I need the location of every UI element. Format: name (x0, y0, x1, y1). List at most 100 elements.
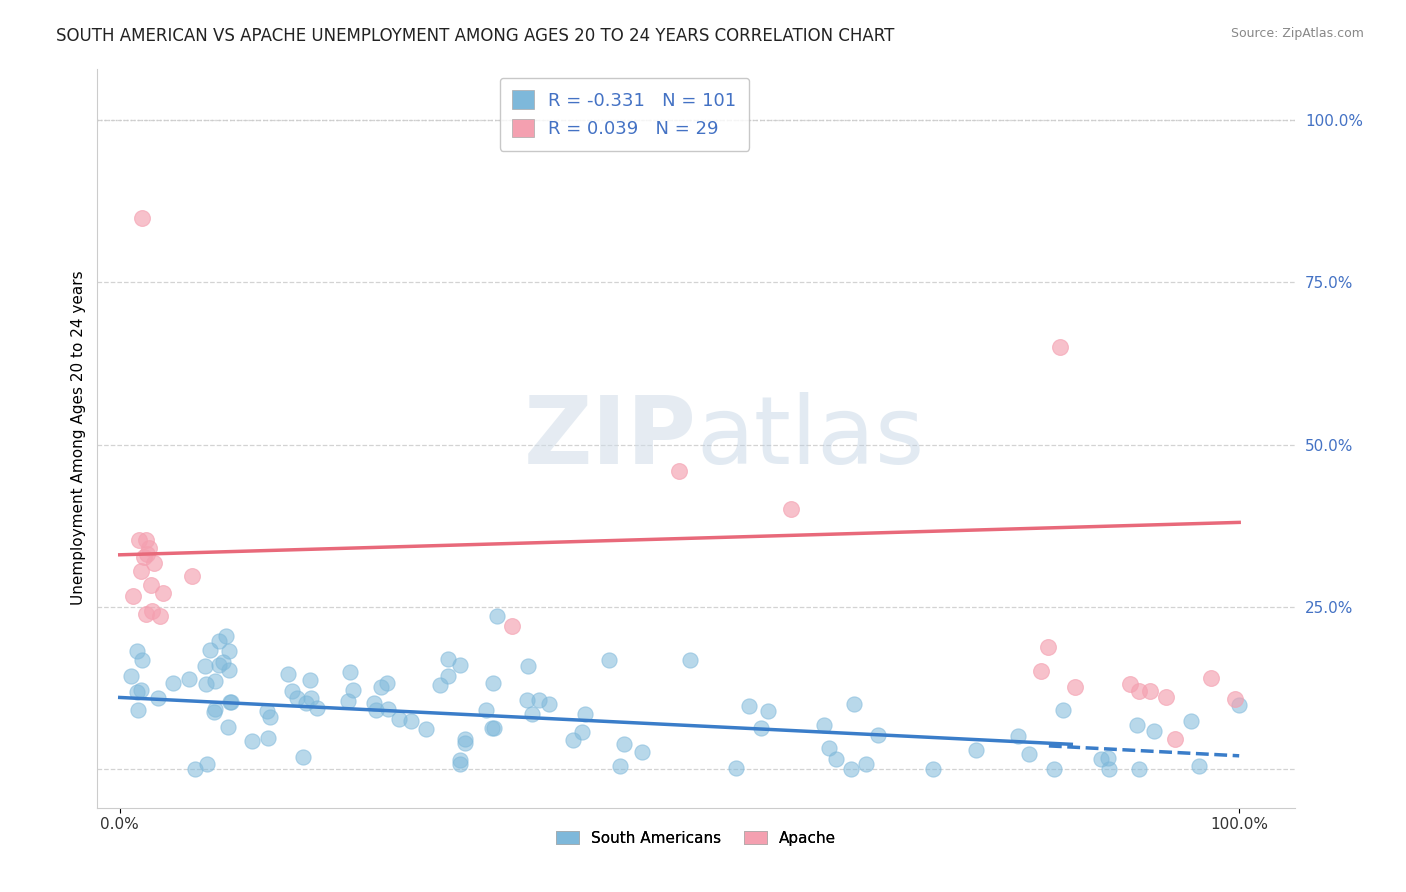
Point (485, 608, 508, 623)
Point (481, 721, 503, 735)
Point (437, 669, 460, 683)
Point (152, 585, 174, 599)
Point (501, 619, 523, 633)
Text: Source: ZipAtlas.com: Source: ZipAtlas.com (1230, 27, 1364, 40)
Point (299, 690, 322, 705)
Point (1128, 684, 1150, 698)
Point (179, 672, 201, 686)
Point (375, 675, 398, 690)
Point (725, 761, 748, 775)
Point (866, 727, 889, 741)
Point (1119, 677, 1142, 691)
Point (1125, 718, 1147, 732)
Point (305, 700, 328, 714)
Point (181, 569, 204, 583)
Point (1029, 664, 1052, 678)
Point (277, 667, 299, 681)
Y-axis label: Unemployment Among Ages 20 to 24 years: Unemployment Among Ages 20 to 24 years (72, 271, 86, 606)
Point (631, 745, 654, 759)
Point (1042, 762, 1064, 776)
Point (780, 502, 803, 516)
Point (146, 690, 169, 705)
Point (449, 658, 471, 673)
Text: ZIP: ZIP (523, 392, 696, 484)
Point (1128, 762, 1150, 776)
Point (561, 733, 583, 747)
Point (1052, 703, 1074, 717)
Point (609, 758, 631, 772)
Point (195, 756, 218, 771)
Point (129, 682, 152, 697)
Point (135, 533, 157, 548)
Point (208, 634, 231, 648)
Point (818, 740, 841, 755)
Point (813, 718, 835, 732)
Point (484, 721, 506, 735)
Point (122, 589, 145, 603)
Point (129, 564, 152, 578)
Point (1225, 691, 1247, 706)
Point (1098, 762, 1121, 776)
Point (1143, 724, 1166, 739)
Point (212, 656, 235, 670)
Point (259, 710, 281, 724)
Point (1036, 640, 1059, 655)
Point (855, 757, 877, 772)
Point (1201, 672, 1223, 686)
Point (135, 547, 157, 561)
Point (256, 731, 278, 746)
Point (1090, 752, 1112, 766)
Point (120, 668, 142, 682)
Point (363, 697, 385, 711)
Text: SOUTH AMERICAN VS APACHE UNEMPLOYMENT AMONG AGES 20 TO 24 YEARS CORRELATION CHAR: SOUTH AMERICAN VS APACHE UNEMPLOYMENT AM… (56, 27, 894, 45)
Point (377, 702, 399, 716)
Point (454, 732, 477, 747)
Point (370, 680, 392, 694)
Point (138, 541, 160, 556)
Point (449, 756, 471, 771)
Point (131, 211, 153, 225)
Point (1227, 698, 1250, 712)
Point (1180, 714, 1202, 729)
Point (287, 690, 309, 705)
Point (527, 693, 550, 707)
Point (162, 676, 184, 690)
Point (204, 702, 226, 716)
Point (738, 699, 761, 714)
Point (125, 685, 148, 699)
Point (1097, 750, 1119, 764)
Point (204, 674, 226, 689)
Point (141, 604, 163, 618)
Point (240, 733, 263, 747)
Point (574, 706, 596, 721)
Point (825, 752, 848, 766)
Point (598, 653, 620, 667)
Point (537, 697, 560, 711)
Point (1164, 732, 1187, 747)
Point (516, 693, 538, 707)
Point (339, 665, 361, 680)
Point (1188, 758, 1211, 772)
Point (474, 703, 496, 717)
Point (149, 609, 172, 624)
Point (517, 659, 540, 673)
Point (342, 682, 364, 697)
Point (337, 694, 360, 708)
Point (429, 678, 451, 692)
Point (219, 694, 242, 708)
Point (364, 703, 387, 717)
Point (1139, 683, 1161, 698)
Point (1154, 690, 1177, 704)
Point (749, 722, 772, 736)
Point (202, 705, 225, 719)
Point (135, 607, 157, 621)
Point (388, 712, 411, 726)
Point (522, 707, 544, 722)
Point (218, 663, 240, 677)
Point (668, 463, 690, 477)
Point (295, 696, 318, 710)
Point (280, 683, 302, 698)
Point (128, 703, 150, 717)
Point (482, 676, 505, 690)
Point (219, 695, 242, 709)
